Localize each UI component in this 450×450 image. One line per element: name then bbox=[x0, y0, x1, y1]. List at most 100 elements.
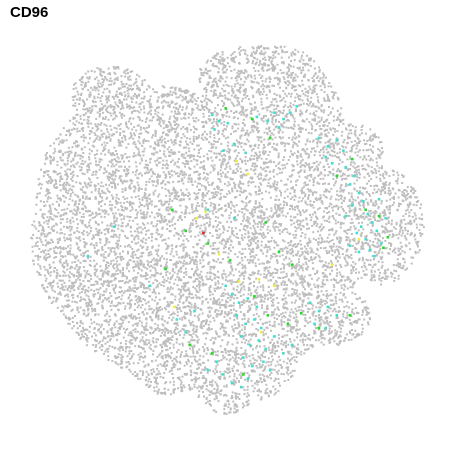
background-cell-point bbox=[239, 180, 241, 183]
background-cell-point bbox=[290, 223, 293, 226]
background-cell-point bbox=[230, 207, 232, 210]
background-cell-point bbox=[379, 212, 382, 215]
background-cell-point bbox=[197, 291, 200, 294]
background-cell-point bbox=[211, 122, 214, 125]
background-cell-point bbox=[185, 353, 188, 356]
background-cell-point bbox=[101, 83, 104, 86]
background-cell-point bbox=[273, 161, 276, 164]
background-cell-point bbox=[353, 336, 356, 339]
background-cell-point bbox=[93, 153, 96, 156]
background-cell-point bbox=[293, 288, 296, 291]
background-cell-point bbox=[86, 234, 89, 237]
background-cell-point bbox=[351, 238, 354, 241]
background-cell-point bbox=[89, 214, 92, 217]
background-cell-point bbox=[339, 273, 342, 276]
background-cell-point bbox=[221, 188, 224, 191]
background-cell-point bbox=[331, 209, 334, 212]
background-cell-point bbox=[161, 181, 164, 184]
background-cell-point bbox=[189, 168, 192, 170]
background-cell-point bbox=[211, 112, 214, 114]
background-cell-point bbox=[414, 214, 417, 217]
background-cell-point bbox=[288, 350, 291, 353]
background-cell-point bbox=[114, 172, 117, 175]
background-cell-point bbox=[119, 108, 122, 110]
background-cell-point bbox=[268, 130, 271, 133]
background-cell-point bbox=[149, 215, 151, 218]
background-cell-point bbox=[290, 114, 292, 117]
background-cell-point bbox=[351, 286, 354, 289]
background-cell-point bbox=[413, 212, 416, 215]
background-cell-point bbox=[255, 335, 257, 337]
background-cell-point bbox=[351, 308, 354, 311]
background-cell-point bbox=[239, 87, 241, 89]
background-cell-point bbox=[67, 303, 70, 306]
background-cell-point bbox=[247, 293, 250, 296]
background-cell-point bbox=[195, 225, 198, 228]
background-cell-point bbox=[122, 250, 124, 253]
background-cell-point bbox=[90, 181, 93, 184]
background-cell-point bbox=[272, 252, 275, 255]
background-cell-point bbox=[59, 228, 62, 231]
background-cell-point bbox=[165, 194, 168, 197]
background-cell-point bbox=[138, 142, 141, 145]
background-cell-point bbox=[79, 117, 82, 120]
background-cell-point bbox=[85, 231, 88, 234]
background-cell-point bbox=[260, 157, 263, 160]
background-cell-point bbox=[303, 255, 306, 258]
background-cell-point bbox=[123, 134, 125, 137]
background-cell-point bbox=[342, 294, 345, 297]
background-cell-point bbox=[307, 156, 310, 159]
background-cell-point bbox=[219, 233, 222, 236]
background-cell-point bbox=[347, 132, 350, 135]
background-cell-point bbox=[97, 313, 100, 316]
background-cell-point bbox=[248, 300, 251, 303]
background-cell-point bbox=[265, 274, 268, 276]
background-cell-point bbox=[100, 205, 103, 208]
background-cell-point bbox=[268, 191, 271, 194]
background-cell-point bbox=[292, 103, 295, 106]
background-cell-point bbox=[286, 231, 289, 234]
background-cell-point bbox=[307, 196, 310, 199]
background-cell-point bbox=[88, 168, 91, 171]
background-cell-point bbox=[236, 285, 239, 288]
background-cell-point bbox=[290, 76, 292, 79]
background-cell-point bbox=[64, 187, 67, 190]
background-cell-point bbox=[254, 106, 257, 109]
background-cell-point bbox=[200, 277, 203, 280]
background-cell-point bbox=[121, 294, 124, 297]
background-cell-point bbox=[232, 274, 235, 277]
background-cell-point bbox=[282, 109, 285, 112]
background-cell-point bbox=[69, 195, 72, 198]
background-cell-point bbox=[143, 111, 146, 114]
background-cell-point bbox=[165, 252, 168, 255]
background-cell-point bbox=[161, 135, 163, 138]
background-cell-point bbox=[232, 330, 235, 333]
background-cell-point bbox=[393, 269, 396, 272]
background-cell-point bbox=[259, 273, 262, 276]
background-cell-point bbox=[270, 236, 273, 239]
background-cell-point bbox=[54, 290, 56, 293]
background-cell-point bbox=[87, 197, 90, 200]
background-cell-point bbox=[278, 222, 281, 225]
background-cell-point bbox=[332, 173, 335, 176]
background-cell-point bbox=[299, 212, 302, 215]
background-cell-point bbox=[45, 235, 48, 238]
background-cell-point bbox=[363, 242, 366, 245]
background-cell-point bbox=[127, 76, 130, 79]
background-cell-point bbox=[232, 230, 235, 233]
background-cell-point bbox=[292, 128, 295, 130]
background-cell-point bbox=[96, 230, 99, 233]
background-cell-point bbox=[256, 215, 259, 218]
background-cell-point bbox=[246, 216, 249, 219]
background-cell-point bbox=[285, 272, 288, 275]
background-cell-point bbox=[250, 112, 253, 115]
background-cell-point bbox=[50, 212, 53, 215]
background-cell-point bbox=[232, 400, 235, 403]
background-cell-point bbox=[299, 239, 302, 242]
background-cell-point bbox=[420, 203, 422, 206]
background-cell-point bbox=[44, 290, 47, 292]
background-cell-point bbox=[240, 282, 243, 285]
background-cell-point bbox=[252, 67, 255, 70]
background-cell-point bbox=[247, 181, 250, 184]
background-cell-point bbox=[283, 264, 286, 267]
